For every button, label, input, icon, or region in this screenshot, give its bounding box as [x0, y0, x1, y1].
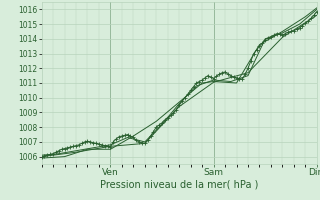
X-axis label: Pression niveau de la mer( hPa ): Pression niveau de la mer( hPa ) — [100, 180, 258, 190]
